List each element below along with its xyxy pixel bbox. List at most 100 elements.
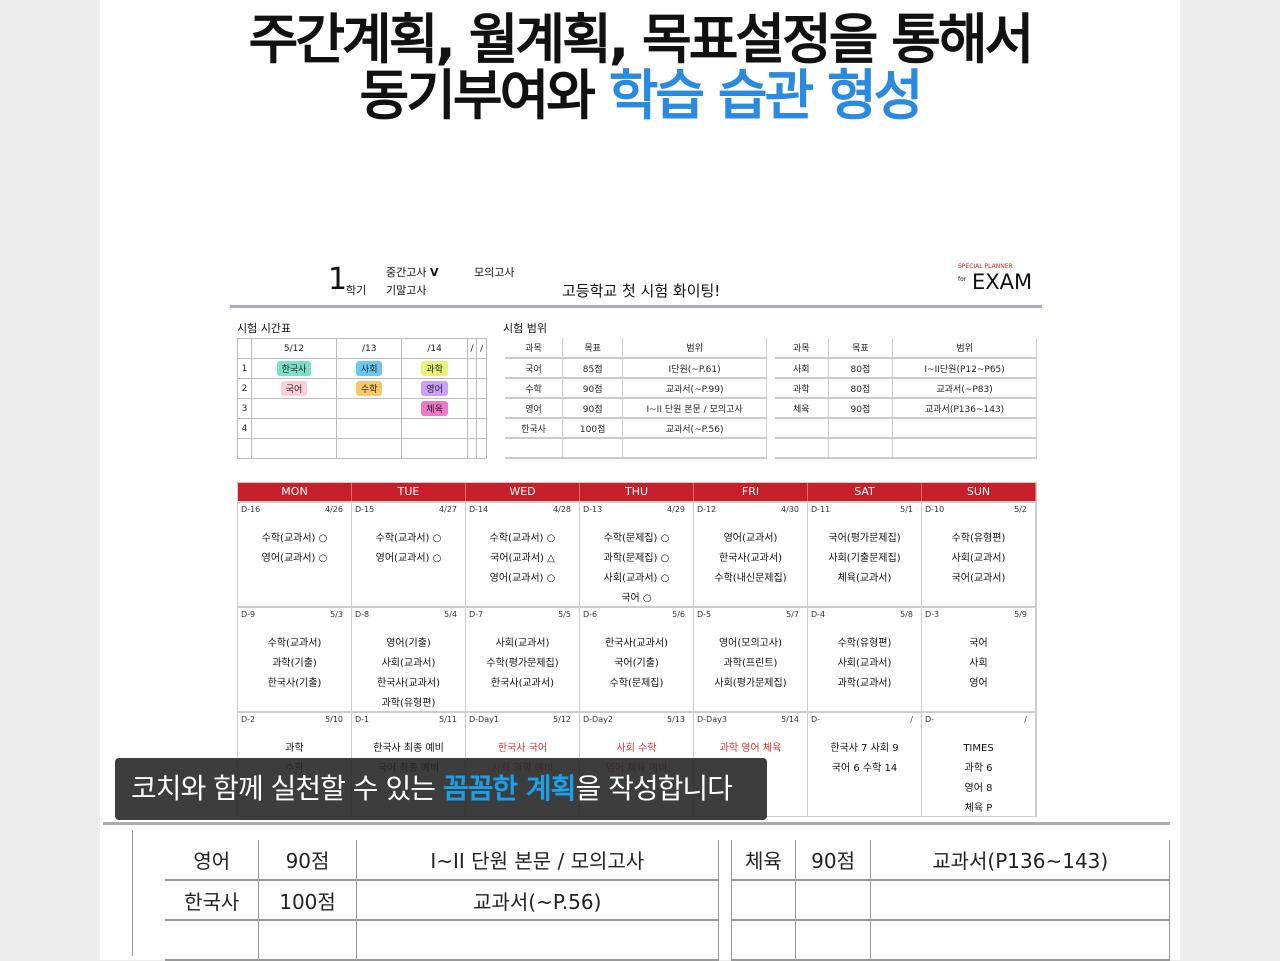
zoomed-cell: 90점 xyxy=(795,840,872,881)
plan-item: 사회(교과서) xyxy=(837,658,892,669)
plan-item: 사회(교과서) xyxy=(951,553,1006,564)
dday-label: D-Day2 xyxy=(583,715,613,724)
plan-item: 사회 xyxy=(969,658,988,669)
zoomed-cell xyxy=(165,920,260,961)
motto: 고등학교 첫 시험 화이팅! xyxy=(562,282,721,300)
subject-tag: 과학 xyxy=(421,361,448,376)
timetable-cell xyxy=(401,438,468,459)
dday-label: D-3 xyxy=(925,610,940,619)
range-cell xyxy=(892,438,1037,459)
plan-item: 체육(교과서) xyxy=(837,573,892,584)
plan-items: 영어(교과서) 한국사(교과서) 수학(내신문제집) xyxy=(694,529,807,589)
calendar-cell: D-8 5/4 영어(기출) 사회(교과서) 한국사(교과서) 과학(유형편) xyxy=(352,606,466,711)
date-label: 5/5 xyxy=(558,610,571,619)
timetable-cell xyxy=(336,398,403,419)
range-cell: 교과서(~P.99) xyxy=(622,378,767,399)
range-cell xyxy=(775,418,829,439)
subject-tag: 사회 xyxy=(355,361,383,376)
date-label: 4/27 xyxy=(439,505,457,514)
plan-item: 영어(모의고사) xyxy=(718,638,782,649)
day-header-mon: MON xyxy=(238,483,352,501)
range-row: 체육 90점 교과서(P136~143) xyxy=(775,398,1037,419)
plan-item: 수학(교과서) ○ xyxy=(489,533,556,544)
date-label: 5/10 xyxy=(325,715,343,724)
subject-tag: 국어 xyxy=(280,381,308,396)
zoomed-row: 한국사 100점 교과서(~P.56) xyxy=(165,880,1170,921)
range-cell: 사회 xyxy=(775,358,829,379)
timetable-cell xyxy=(401,418,468,439)
range-cell: 90점 xyxy=(828,398,894,419)
plan-item: 과학(프린트) xyxy=(723,658,778,669)
plan-item: 국어 xyxy=(969,638,988,649)
zoomed-cell xyxy=(870,880,1170,921)
range-table-left: 과목 목표 범위 국어 85점 I단원(~P.61) 수학 90점 교과서(~P.99) 영어 90… xyxy=(505,338,767,459)
timetable-cell xyxy=(336,438,403,459)
plan-items: 영어(기출) 사회(교과서) 한국사(교과서) 과학(유형편) xyxy=(352,634,465,714)
range-row: 영어 90점 I~II 단원 본문 / 모의고사 xyxy=(505,398,767,419)
zoomed-cell: 한국사 xyxy=(165,880,260,921)
range-cell xyxy=(828,418,894,439)
plan-item: 사회(교과서) ○ xyxy=(603,573,670,584)
plan-items: 영어(모의고사) 과학(프린트) 사회(평가문제집) xyxy=(694,634,807,694)
date-label: 5/14 xyxy=(781,715,799,724)
range-row: 한국사 100점 교과서(~P.56) xyxy=(505,418,767,439)
gap xyxy=(718,920,732,960)
midterm-label: 중간고사 xyxy=(386,266,427,279)
range-cell: I단원(~P.61) xyxy=(622,358,767,379)
zoomed-cell xyxy=(731,920,796,961)
plan-item: 과학 xyxy=(285,743,304,754)
dday-label: D-9 xyxy=(241,610,256,619)
date-label: 5/9 xyxy=(1014,610,1027,619)
day-header-wed: WED xyxy=(466,483,580,501)
range-header: 과목 목표 범위 xyxy=(505,338,767,359)
range-cell: 영어 xyxy=(505,398,564,419)
date-label: 5/12 xyxy=(553,715,571,724)
calendar-cell: D-12 4/30 영어(교과서) 한국사(교과서) 수학(내신문제집) xyxy=(694,501,808,606)
timetable-cell xyxy=(466,398,478,419)
date-label: 4/29 xyxy=(667,505,685,514)
date-label: 5/7 xyxy=(786,610,799,619)
timetable: 5/12/13/14//1 한국사 사회 과학 2 국어 수학 영어 3 체육 4 xyxy=(237,338,487,459)
exam-midterm: 중간고사 V xyxy=(386,264,439,280)
plan-item: 영어(교과서) ○ xyxy=(261,553,328,564)
range-cell: 교과서(P136~143) xyxy=(892,398,1037,419)
plan-item: 영어(기출) xyxy=(386,638,431,649)
timetable-cell xyxy=(476,358,487,379)
period-number: 4 xyxy=(241,423,248,434)
dday-label: D- xyxy=(811,715,821,724)
plan-item: 수학(교과서) ○ xyxy=(261,533,328,544)
weekly-calendar: MON TUE WED THU FRI SAT SUN D-16 4/26 수학(교과서) ○ 영어… xyxy=(237,482,1037,817)
range-cell: 80점 xyxy=(828,378,894,399)
plan-items: 수학(유형편) 사회(교과서) 국어(교과서) xyxy=(922,529,1035,589)
dday-label: D-Day3 xyxy=(697,715,727,724)
plan-item: 국어(교과서) △ xyxy=(490,553,555,564)
plan-item: 한국사(교과서) xyxy=(604,638,668,649)
timetable-row: 2 국어 수학 영어 xyxy=(237,378,487,399)
timetable-cell xyxy=(476,418,487,439)
range-cell: 한국사 xyxy=(505,418,564,439)
plan-items: 수학(문제집) ○ 과학(문제집) ○ 사회(교과서) ○ 국어 ○ xyxy=(580,529,693,609)
headline-line1: 주간계획, 월계획, 목표설정을 통해서 xyxy=(248,8,1035,71)
zoomed-cell: 100점 xyxy=(258,880,357,921)
plan-item: 한국사(교과서) xyxy=(718,553,782,564)
dday-label: D-13 xyxy=(583,505,603,514)
calendar-cell: D-6 5/6 한국사(교과서) 국어(기출) 수학(문제집) xyxy=(580,606,694,711)
plan-items: TIMES 과학 6 영어 8 체육 P xyxy=(922,739,1035,819)
plan-item: 국어 ○ xyxy=(621,593,652,604)
range-header-cell: 목표 xyxy=(562,338,624,359)
range-cell: 85점 xyxy=(562,358,624,379)
range-row: 과학 80점 교과서(~P83) xyxy=(775,378,1037,399)
range-cell xyxy=(892,418,1037,439)
zoomed-row: 영어 90점 I~II 단원 본문 / 모의고사 체육 90점 교과서(P136~143) xyxy=(165,840,1170,881)
range-header-cell: 범위 xyxy=(622,338,767,359)
timetable-header: 5/12/13/14// xyxy=(237,338,487,359)
timetable-date: / xyxy=(466,338,478,359)
range-cell xyxy=(775,438,829,459)
range-cell: 교과서(~P.56) xyxy=(622,418,767,439)
timetable-cell: 국어 xyxy=(250,378,338,399)
dday-label: D-16 xyxy=(241,505,261,514)
range-cell: 80점 xyxy=(828,358,894,379)
plan-item: 체육 P xyxy=(964,803,993,814)
plan-items: 수학(교과서) 과학(기출) 한국사(기출) xyxy=(238,634,351,694)
range-row xyxy=(775,438,1037,459)
